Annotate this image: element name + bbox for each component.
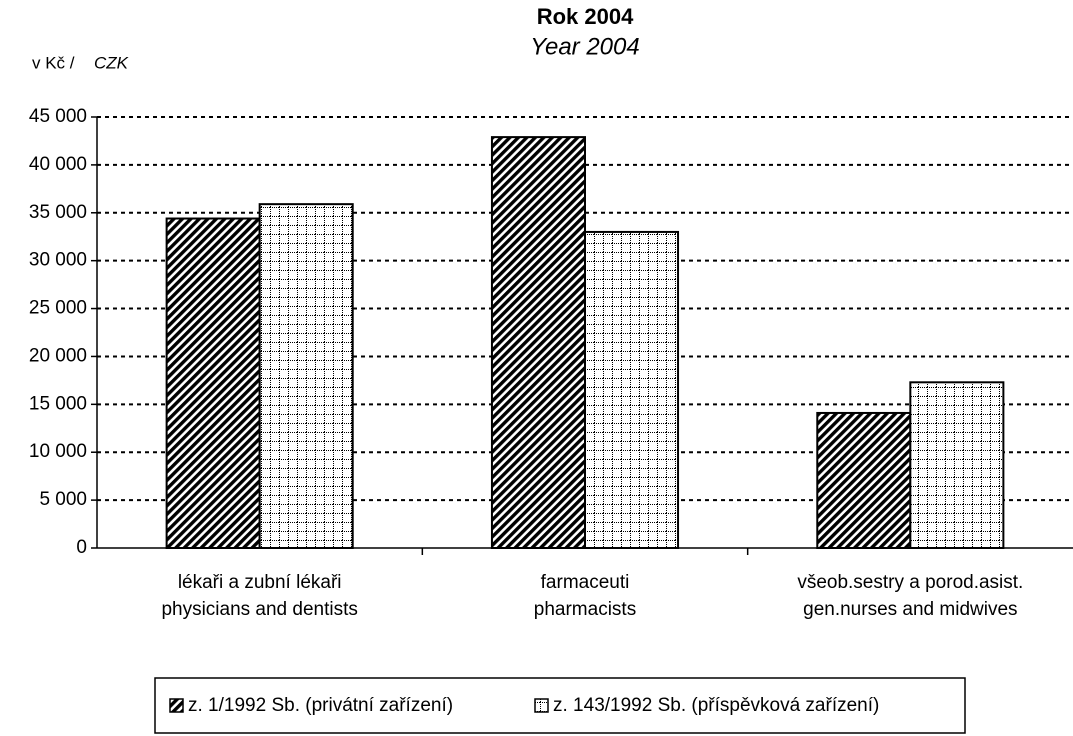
x-tick-label: farmaceuti xyxy=(541,572,630,593)
x-tick-label: pharmacists xyxy=(534,599,636,620)
y-axis-label: v Kč / xyxy=(32,53,75,72)
legend-swatch xyxy=(534,698,549,713)
bar xyxy=(816,411,912,549)
y-tick-label: 25 000 xyxy=(29,298,87,319)
bar xyxy=(490,136,587,549)
y-tick-label: 20 000 xyxy=(29,345,87,366)
x-tick-label: gen.nurses and midwives xyxy=(803,599,1017,620)
legend-box xyxy=(154,677,966,734)
y-tick-label: 5 000 xyxy=(39,489,87,510)
y-tick-label: 10 000 xyxy=(29,441,87,462)
bar xyxy=(258,203,354,549)
y-tick-label: 30 000 xyxy=(29,250,87,271)
bar xyxy=(909,381,1005,549)
y-tick-label: 40 000 xyxy=(29,154,87,175)
x-tick-label: všeob.sestry a porod.asist. xyxy=(797,572,1023,593)
legend-swatch xyxy=(169,698,184,713)
y-axis-label-en: CZK xyxy=(94,53,129,72)
chart-subtitle: Year 2004 xyxy=(530,33,639,60)
y-tick-label: 0 xyxy=(76,537,87,558)
y-tick-label: 35 000 xyxy=(29,202,87,223)
bar xyxy=(584,230,680,550)
y-tick-label: 15 000 xyxy=(29,393,87,414)
legend-label: z. 1/1992 Sb. (privátní zařízení) xyxy=(188,695,453,716)
bar xyxy=(165,217,261,549)
y-tick-label: 45 000 xyxy=(29,106,87,127)
x-tick-label: lékaři a zubní lékaři xyxy=(178,572,342,593)
chart-title: Rok 2004 xyxy=(537,4,634,29)
x-tick-label: physicians and dentists xyxy=(161,599,357,620)
legend-label: z. 143/1992 Sb. (příspěvková zařízení) xyxy=(553,695,879,716)
